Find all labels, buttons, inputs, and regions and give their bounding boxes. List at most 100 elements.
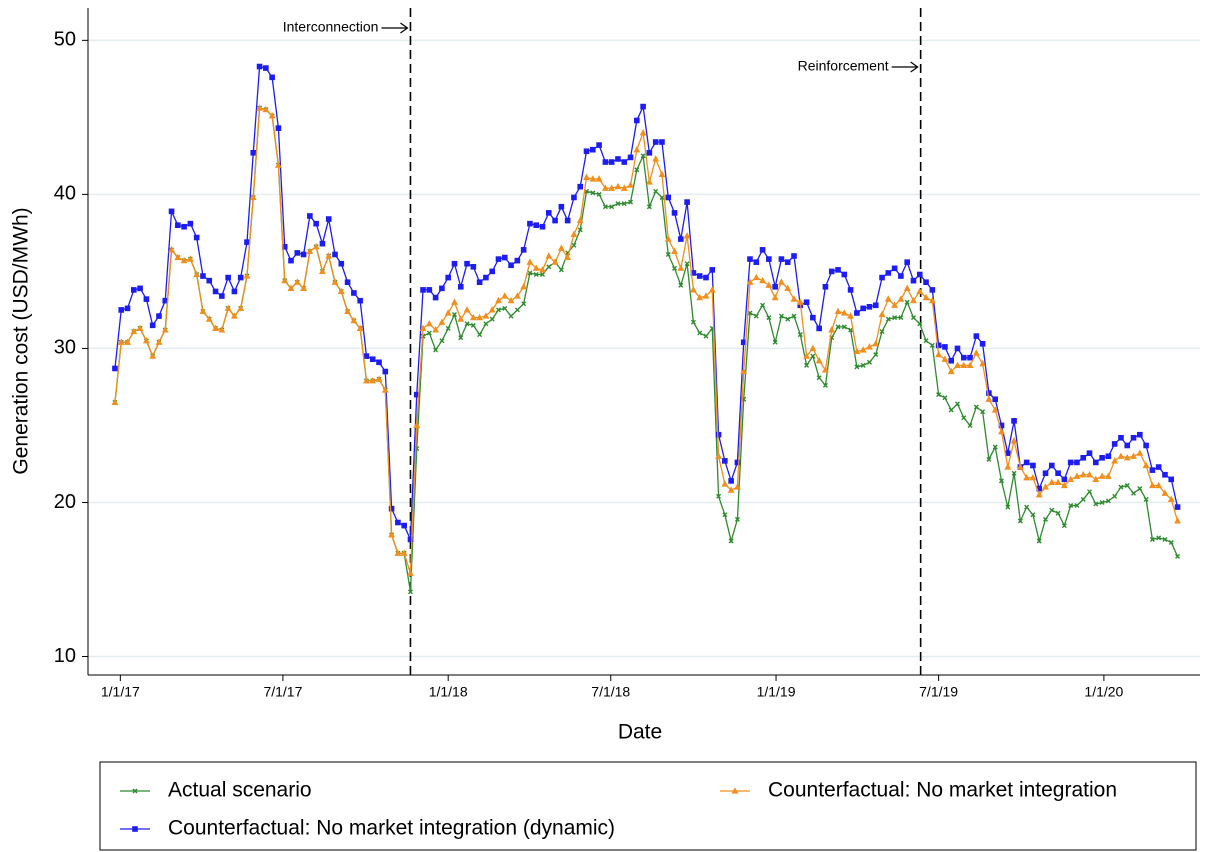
point (1042, 470, 1049, 477)
point (237, 304, 245, 311)
point (760, 302, 766, 308)
point (966, 361, 974, 368)
point (1162, 536, 1168, 542)
point (527, 220, 533, 227)
point (262, 105, 270, 113)
point (1042, 483, 1049, 490)
point (218, 326, 226, 333)
y-tick-label: 30 (54, 337, 76, 359)
point (678, 282, 684, 288)
point (690, 270, 697, 276)
point (268, 112, 276, 119)
point (583, 148, 590, 155)
point (1017, 518, 1023, 524)
point (1099, 499, 1105, 505)
point (664, 235, 672, 242)
point (325, 216, 332, 222)
point (1175, 553, 1181, 559)
point (991, 406, 999, 413)
point (809, 344, 817, 352)
point (929, 287, 936, 293)
point (369, 356, 376, 363)
point (1043, 516, 1049, 522)
point (929, 342, 935, 348)
point (1049, 507, 1055, 513)
point (1024, 504, 1030, 510)
point (137, 285, 143, 292)
point (312, 242, 320, 250)
point (840, 309, 848, 316)
point (646, 149, 653, 156)
point (1137, 431, 1143, 438)
point (1162, 471, 1168, 478)
point (671, 210, 678, 216)
point (765, 281, 773, 288)
point (1161, 489, 1169, 496)
point (495, 307, 501, 313)
point (118, 307, 125, 313)
point (759, 276, 766, 284)
point (872, 340, 880, 347)
point (451, 298, 458, 305)
point (916, 287, 924, 295)
point (156, 313, 162, 319)
point (281, 243, 288, 250)
point (791, 253, 797, 259)
point (784, 259, 791, 265)
point (747, 310, 753, 316)
point (697, 330, 703, 336)
point (1093, 501, 1099, 507)
point (772, 339, 778, 345)
point (477, 332, 483, 338)
point (451, 312, 457, 318)
point (501, 292, 509, 299)
point (614, 182, 622, 190)
point (350, 316, 358, 324)
point (659, 139, 665, 145)
point (708, 286, 716, 293)
point (1156, 535, 1162, 541)
point (804, 362, 810, 368)
point (784, 284, 792, 291)
point (1048, 478, 1056, 486)
point (778, 256, 785, 262)
point (1054, 478, 1062, 486)
point (879, 328, 885, 334)
point (703, 333, 709, 339)
point (161, 326, 169, 333)
point (803, 299, 810, 306)
point (564, 253, 572, 261)
point (1060, 481, 1068, 489)
point (174, 253, 182, 261)
point (212, 288, 219, 295)
point (790, 295, 798, 302)
point (1074, 503, 1080, 509)
point (803, 352, 810, 359)
annotation-arrowhead (400, 22, 409, 34)
point (564, 217, 571, 224)
point (828, 268, 835, 275)
point (426, 287, 433, 293)
point (1130, 452, 1137, 459)
point (243, 272, 251, 279)
point (815, 356, 823, 364)
point (419, 324, 427, 332)
point (306, 247, 314, 254)
point (319, 240, 326, 247)
point (652, 155, 660, 162)
point (124, 305, 131, 312)
x-tick-label: 1/1/17 (101, 684, 140, 700)
point (1093, 459, 1099, 466)
x-tick-label: 7/1/19 (919, 684, 958, 700)
point (1067, 475, 1075, 482)
point (791, 313, 797, 319)
point (117, 338, 125, 345)
legend-box (99, 761, 1197, 851)
point (854, 364, 860, 370)
y-axis-title: Generation cost (USD/MWh) (10, 207, 33, 474)
point (696, 273, 703, 279)
point (407, 589, 413, 595)
point (627, 154, 634, 161)
legend-marker (132, 826, 138, 832)
point (665, 194, 672, 201)
